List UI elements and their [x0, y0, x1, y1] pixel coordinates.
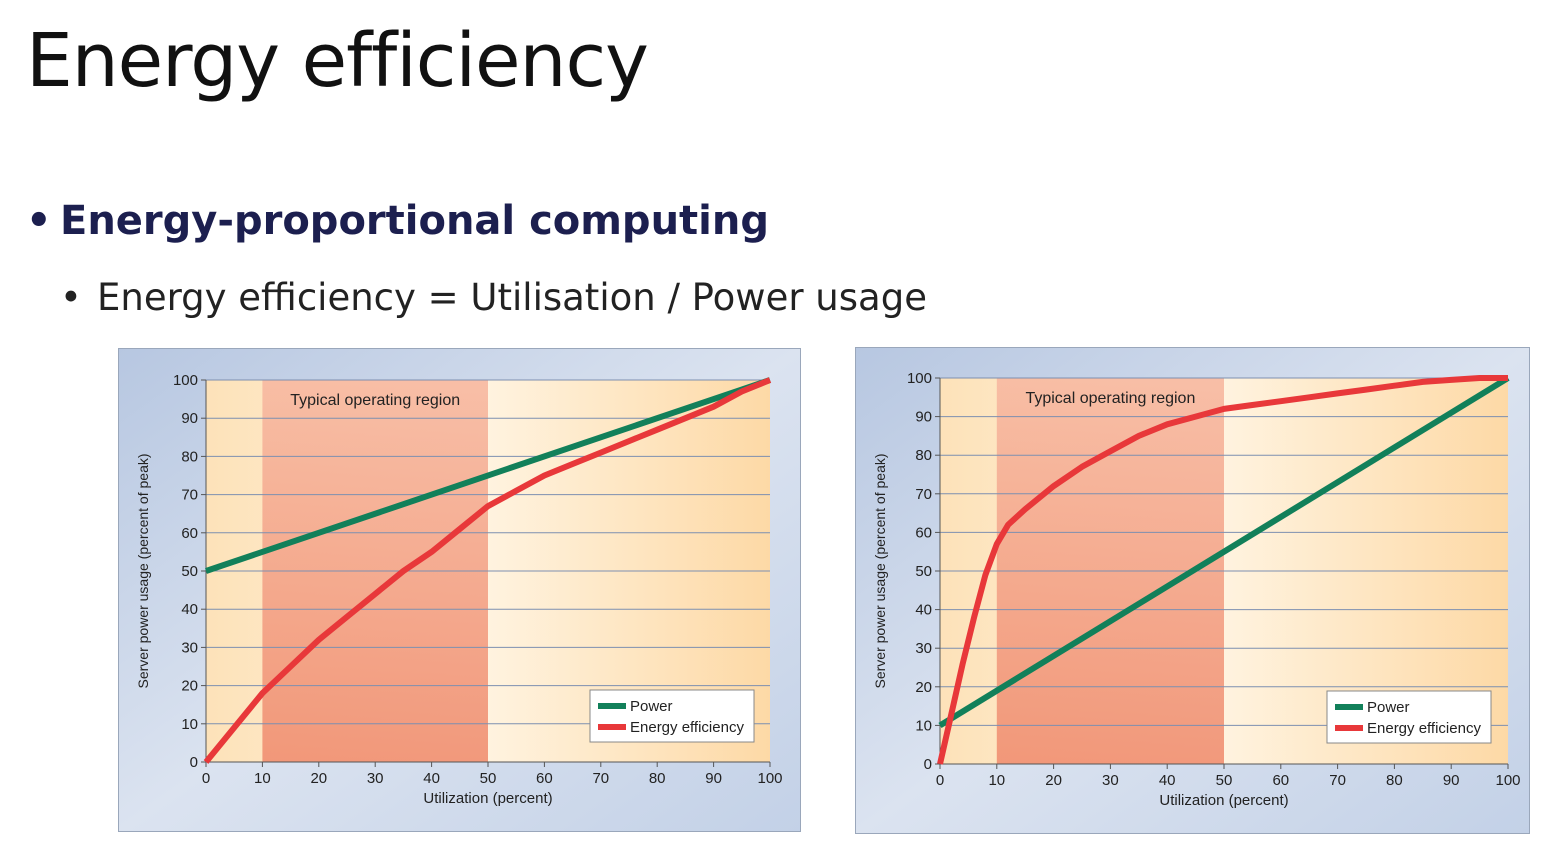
right-x-tick-label: 10 — [988, 772, 1005, 789]
bullet-text: Energy-proportional computing — [60, 198, 769, 244]
right-x-tick-label: 20 — [1045, 772, 1062, 789]
right-y-tick-label: 20 — [915, 679, 932, 696]
right-legend-box — [1326, 690, 1492, 744]
sub-bullet-text: Energy efficiency = Utilisation / Power … — [97, 276, 927, 319]
left-y-tick-label: 30 — [181, 639, 198, 656]
left-y-tick-label: 80 — [181, 448, 198, 465]
left-x-tick-label: 50 — [480, 770, 497, 787]
chart-right: 0 10 20 30 40 50 60 70 80 90 100 0 10 20 30 40 50 60 70 80 9… — [855, 347, 1530, 839]
right-y-tick-label: 0 — [924, 756, 932, 773]
chart-right-svg: 0 10 20 30 40 50 60 70 80 90 100 0 10 20 30 40 50 60 70 80 9… — [855, 347, 1530, 834]
right-x-tick-label: 80 — [1386, 772, 1403, 789]
right-y-tick-label: 30 — [915, 640, 932, 657]
right-legend-label-power: Power — [1367, 699, 1410, 716]
left-x-tick-label: 0 — [202, 770, 210, 787]
right-legend-label-energy-efficiency: Energy efficiency — [1367, 720, 1481, 737]
right-x-tick-label: 90 — [1443, 772, 1460, 789]
right-x-tick-label: 100 — [1495, 772, 1520, 789]
left-legend-box — [589, 689, 755, 743]
left-y-tick-label: 10 — [181, 716, 198, 733]
left-x-tick-label: 20 — [310, 770, 327, 787]
bullet-marker: • — [26, 198, 52, 244]
right-y-tick-label: 90 — [915, 409, 932, 426]
left-y-tick-label: 70 — [181, 487, 198, 504]
left-x-tick-label: 40 — [423, 770, 440, 787]
chart-left: 0 10 20 30 40 50 60 70 80 90 100 0 10 20 30 40 50 60 70 80 9… — [118, 348, 801, 837]
right-y-tick-label: 60 — [915, 524, 932, 541]
bullet-energy-proportional: • Energy-proportional computing — [26, 198, 769, 244]
right-x-tick-label: 30 — [1102, 772, 1119, 789]
left-legend-label-power: Power — [630, 698, 673, 715]
left-series-energy-efficiency-line — [203, 377, 772, 764]
right-x-tick-label: 70 — [1329, 772, 1346, 789]
sub-bullet-marker: • — [60, 276, 82, 319]
left-x-tick-label: 90 — [705, 770, 722, 787]
right-legend: Power Energy efficiency — [1326, 690, 1492, 744]
right-y-tick-label: 70 — [915, 486, 932, 503]
left-x-tick-label: 80 — [649, 770, 666, 787]
right-x-tick-label: 50 — [1216, 772, 1233, 789]
right-y-tick-label: 50 — [915, 563, 932, 580]
left-x-tick-label: 70 — [592, 770, 609, 787]
left-x-tick-label: 10 — [254, 770, 271, 787]
right-y-tick-label: 100 — [907, 370, 932, 387]
left-y-tick-label: 50 — [181, 563, 198, 580]
right-series-energy-efficiency-line — [937, 375, 1508, 765]
left-x-axis-label: Utilization (percent) — [423, 790, 552, 807]
right-x-axis-label: Utilization (percent) — [1159, 792, 1288, 809]
left-y-axis-label: Server power usage (percent of peak) — [135, 453, 151, 688]
left-y-tick-label: 100 — [173, 372, 198, 389]
left-region-label: Typical operating region — [290, 392, 460, 409]
right-y-tick-label: 80 — [915, 447, 932, 464]
left-series-power-line — [205, 377, 771, 574]
chart-left-svg: 0 10 20 30 40 50 60 70 80 90 100 0 10 20 30 40 50 60 70 80 9… — [118, 348, 801, 832]
left-y-tick-label: 90 — [181, 410, 198, 427]
left-y-tick-label: 20 — [181, 678, 198, 695]
right-x-tick-label: 40 — [1159, 772, 1176, 789]
left-y-tick-label: 60 — [181, 525, 198, 542]
right-series-power-line — [938, 375, 1510, 728]
left-x-tick-label: 60 — [536, 770, 553, 787]
left-x-tick-label: 30 — [367, 770, 384, 787]
left-x-tick-label: 100 — [757, 770, 782, 787]
right-x-tick-label: 60 — [1272, 772, 1289, 789]
left-y-tick-label: 40 — [181, 601, 198, 618]
slide-title: Energy efficiency — [26, 18, 649, 104]
right-x-tick-label: 0 — [936, 772, 944, 789]
left-legend: Power Energy efficiency — [589, 689, 755, 743]
right-region-label: Typical operating region — [1025, 390, 1195, 407]
left-y-tick-label: 0 — [190, 754, 198, 771]
right-y-axis-label: Server power usage (percent of peak) — [872, 453, 888, 688]
sub-bullet-formula: • Energy efficiency = Utilisation / Power… — [60, 276, 927, 319]
right-y-tick-label: 40 — [915, 602, 932, 619]
left-legend-label-energy-efficiency: Energy efficiency — [630, 719, 744, 736]
right-y-tick-label: 10 — [915, 717, 932, 734]
